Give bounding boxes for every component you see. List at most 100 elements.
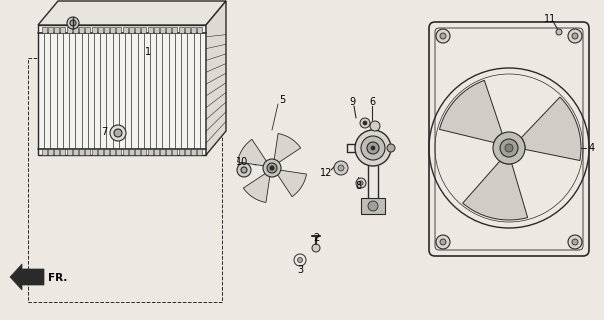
Polygon shape <box>172 27 178 33</box>
Polygon shape <box>179 27 184 33</box>
Circle shape <box>298 258 303 262</box>
Polygon shape <box>117 149 121 155</box>
Circle shape <box>493 132 525 164</box>
Circle shape <box>241 167 247 173</box>
Polygon shape <box>185 149 190 155</box>
Circle shape <box>505 144 513 152</box>
Polygon shape <box>91 27 97 33</box>
Polygon shape <box>135 149 140 155</box>
Polygon shape <box>147 149 152 155</box>
Polygon shape <box>38 25 206 155</box>
Text: 6: 6 <box>369 97 375 107</box>
Polygon shape <box>54 149 59 155</box>
Polygon shape <box>237 139 267 166</box>
Polygon shape <box>135 27 140 33</box>
Polygon shape <box>60 27 65 33</box>
Polygon shape <box>91 149 97 155</box>
Circle shape <box>371 146 375 150</box>
Polygon shape <box>274 133 301 163</box>
Polygon shape <box>110 27 115 33</box>
Polygon shape <box>73 27 78 33</box>
Polygon shape <box>160 149 165 155</box>
Polygon shape <box>198 27 202 33</box>
Polygon shape <box>38 1 226 25</box>
Circle shape <box>263 159 281 177</box>
Polygon shape <box>185 27 190 33</box>
Text: 3: 3 <box>297 265 303 275</box>
Text: 7: 7 <box>101 127 107 137</box>
Circle shape <box>237 163 251 177</box>
Polygon shape <box>79 149 84 155</box>
Circle shape <box>334 161 348 175</box>
Bar <box>361 198 385 214</box>
Polygon shape <box>277 170 306 197</box>
Circle shape <box>361 136 385 160</box>
Polygon shape <box>206 1 226 155</box>
Circle shape <box>312 244 320 252</box>
Polygon shape <box>66 149 72 155</box>
Circle shape <box>67 17 79 29</box>
Text: 8: 8 <box>355 181 361 191</box>
Polygon shape <box>54 27 59 33</box>
Circle shape <box>110 125 126 141</box>
Polygon shape <box>123 27 127 33</box>
Text: 12: 12 <box>320 168 332 178</box>
Polygon shape <box>85 27 90 33</box>
Circle shape <box>572 33 578 39</box>
Circle shape <box>436 29 450 43</box>
Polygon shape <box>123 149 127 155</box>
Polygon shape <box>198 149 202 155</box>
Text: 9: 9 <box>349 97 355 107</box>
Polygon shape <box>154 149 159 155</box>
Polygon shape <box>521 97 581 161</box>
Circle shape <box>363 121 367 125</box>
Polygon shape <box>191 27 196 33</box>
Circle shape <box>338 165 344 171</box>
Polygon shape <box>48 149 53 155</box>
Polygon shape <box>179 149 184 155</box>
Polygon shape <box>147 27 152 33</box>
Circle shape <box>436 235 450 249</box>
Polygon shape <box>73 149 78 155</box>
Polygon shape <box>129 149 134 155</box>
Circle shape <box>367 142 379 154</box>
Circle shape <box>356 178 366 188</box>
Circle shape <box>568 235 582 249</box>
Text: FR.: FR. <box>48 273 68 283</box>
Text: 10: 10 <box>236 157 248 167</box>
Circle shape <box>270 166 274 170</box>
Circle shape <box>387 144 395 152</box>
Circle shape <box>500 139 518 157</box>
Text: 5: 5 <box>279 95 285 105</box>
Polygon shape <box>110 149 115 155</box>
Circle shape <box>359 181 363 185</box>
Polygon shape <box>166 149 171 155</box>
Circle shape <box>360 118 370 128</box>
Polygon shape <box>98 27 103 33</box>
Polygon shape <box>66 27 72 33</box>
Circle shape <box>440 33 446 39</box>
Polygon shape <box>48 27 53 33</box>
Polygon shape <box>104 27 109 33</box>
Polygon shape <box>60 149 65 155</box>
Circle shape <box>368 201 378 211</box>
Polygon shape <box>191 149 196 155</box>
Polygon shape <box>85 149 90 155</box>
Polygon shape <box>463 161 528 220</box>
Text: 11: 11 <box>544 14 556 24</box>
Circle shape <box>556 29 562 35</box>
Text: 1: 1 <box>145 47 151 57</box>
Circle shape <box>370 121 380 131</box>
Polygon shape <box>10 264 44 290</box>
Polygon shape <box>166 27 171 33</box>
Bar <box>28 58 222 302</box>
Text: 2: 2 <box>313 233 319 243</box>
Polygon shape <box>141 149 146 155</box>
Polygon shape <box>243 173 270 203</box>
Circle shape <box>267 163 277 173</box>
Circle shape <box>114 129 122 137</box>
Circle shape <box>572 239 578 245</box>
Polygon shape <box>104 149 109 155</box>
Polygon shape <box>98 149 103 155</box>
Circle shape <box>440 239 446 245</box>
